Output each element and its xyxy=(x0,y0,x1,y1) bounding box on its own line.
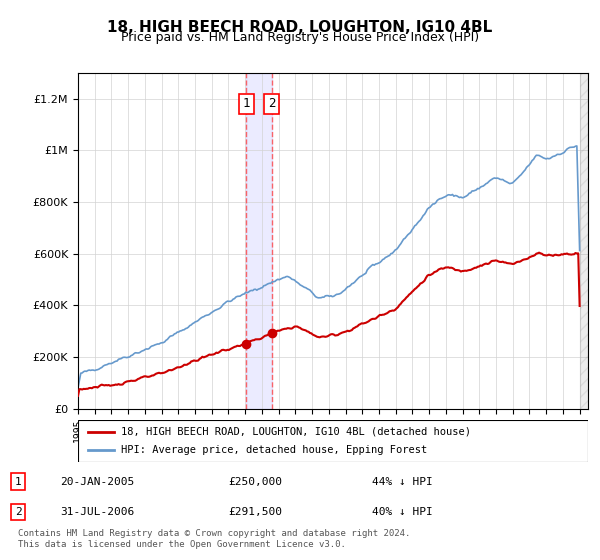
Text: 40% ↓ HPI: 40% ↓ HPI xyxy=(372,507,433,517)
Text: Price paid vs. HM Land Registry's House Price Index (HPI): Price paid vs. HM Land Registry's House … xyxy=(121,31,479,44)
Text: 2: 2 xyxy=(268,97,275,110)
Bar xyxy=(246,73,272,409)
Text: 1: 1 xyxy=(14,477,22,487)
Text: 1: 1 xyxy=(242,97,250,110)
Text: 2: 2 xyxy=(14,507,22,517)
Text: 44% ↓ HPI: 44% ↓ HPI xyxy=(372,477,433,487)
FancyBboxPatch shape xyxy=(78,420,588,462)
Text: HPI: Average price, detached house, Epping Forest: HPI: Average price, detached house, Eppi… xyxy=(121,445,428,455)
Text: 31-JUL-2006: 31-JUL-2006 xyxy=(60,507,134,517)
Text: £291,500: £291,500 xyxy=(228,507,282,517)
Text: 20-JAN-2005: 20-JAN-2005 xyxy=(60,477,134,487)
Text: £250,000: £250,000 xyxy=(228,477,282,487)
Text: Contains HM Land Registry data © Crown copyright and database right 2024.
This d: Contains HM Land Registry data © Crown c… xyxy=(18,529,410,549)
Text: 18, HIGH BEECH ROAD, LOUGHTON, IG10 4BL: 18, HIGH BEECH ROAD, LOUGHTON, IG10 4BL xyxy=(107,20,493,35)
Text: 18, HIGH BEECH ROAD, LOUGHTON, IG10 4BL (detached house): 18, HIGH BEECH ROAD, LOUGHTON, IG10 4BL … xyxy=(121,427,472,437)
Bar xyxy=(580,73,588,409)
